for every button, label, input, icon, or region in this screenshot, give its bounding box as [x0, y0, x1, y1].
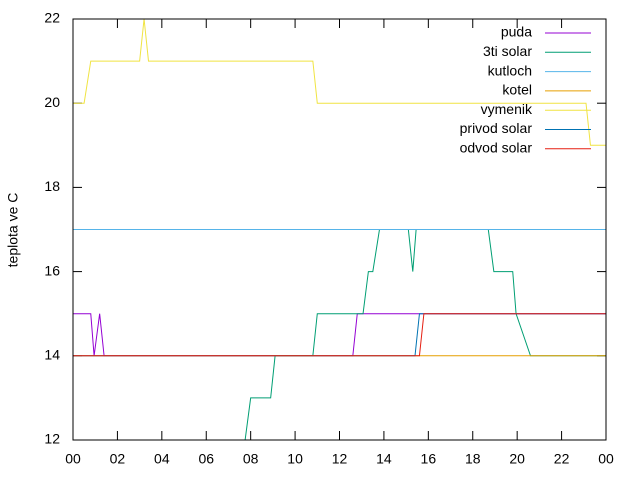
legend-label: kutloch [488, 62, 532, 78]
series-line [73, 313, 606, 357]
y-tick-label: 16 [44, 262, 60, 278]
series-line [73, 19, 606, 146]
y-tick-label: 14 [44, 347, 60, 363]
x-tick-label: 06 [198, 451, 214, 467]
legend-label: 3ti solar [483, 43, 532, 59]
legend-label: privod solar [460, 120, 533, 136]
x-tick-label: 10 [287, 451, 303, 467]
x-tick-label: 02 [110, 451, 126, 467]
legend-label: odvod solar [460, 140, 533, 156]
y-tick-label: 18 [44, 178, 60, 194]
legend-label: vymenik [481, 101, 533, 117]
y-tick-label: 12 [44, 431, 60, 447]
x-tick-label: 18 [465, 451, 481, 467]
x-tick-label: 20 [509, 451, 525, 467]
legend-label: kotel [502, 82, 532, 98]
plot-border [72, 18, 607, 441]
y-axis-label: teplota ve C [5, 193, 21, 268]
x-tick-label: 00 [65, 451, 81, 467]
x-tick-label: 12 [332, 451, 348, 467]
y-tick-label: 20 [44, 94, 60, 110]
series-line [244, 229, 606, 440]
x-tick-label: 00 [598, 451, 614, 467]
x-tick-label: 14 [376, 451, 392, 467]
x-tick-label: 16 [421, 451, 437, 467]
legend-label: puda [501, 24, 532, 40]
x-tick-label: 08 [243, 451, 259, 467]
y-tick-label: 22 [44, 10, 60, 26]
series-line [73, 313, 606, 357]
series-line [73, 313, 606, 357]
x-tick-label: 04 [154, 451, 170, 467]
x-tick-label: 22 [554, 451, 570, 467]
